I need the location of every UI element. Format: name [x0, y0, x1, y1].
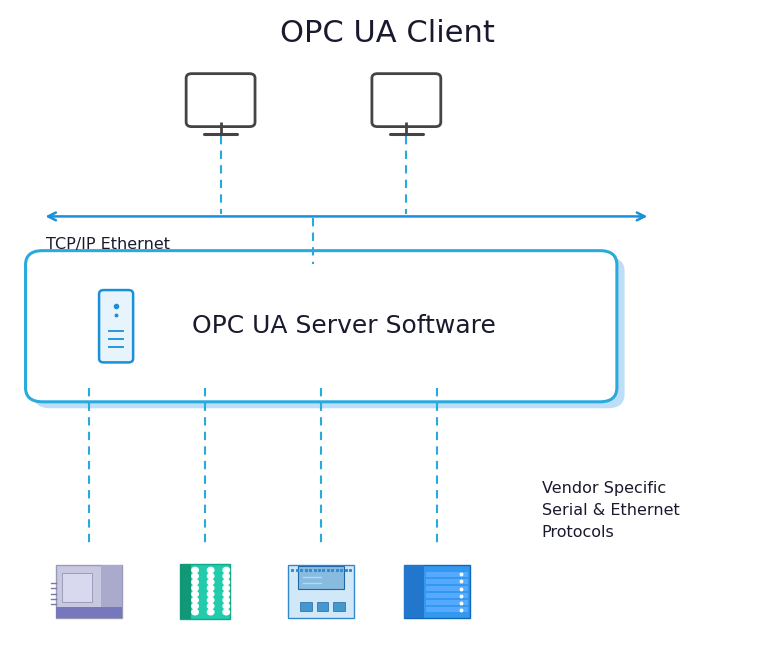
Text: Vendor Specific
Serial & Ethernet
Protocols: Vendor Specific Serial & Ethernet Protoc… — [542, 481, 680, 540]
Circle shape — [192, 609, 198, 615]
FancyBboxPatch shape — [26, 251, 617, 402]
Bar — [300, 601, 312, 611]
FancyBboxPatch shape — [404, 565, 424, 618]
Circle shape — [223, 567, 230, 573]
FancyBboxPatch shape — [298, 567, 344, 589]
FancyBboxPatch shape — [63, 573, 92, 603]
FancyBboxPatch shape — [372, 74, 441, 127]
Bar — [426, 579, 467, 584]
Circle shape — [192, 567, 198, 573]
Circle shape — [192, 591, 198, 597]
FancyBboxPatch shape — [186, 74, 255, 127]
Bar — [426, 593, 467, 598]
Circle shape — [207, 579, 214, 585]
Bar — [426, 600, 467, 605]
Circle shape — [207, 603, 214, 609]
Circle shape — [192, 598, 198, 603]
Text: OPC UA Client: OPC UA Client — [279, 19, 495, 48]
FancyBboxPatch shape — [33, 257, 625, 408]
FancyBboxPatch shape — [404, 565, 470, 618]
Text: TCP/IP Ethernet: TCP/IP Ethernet — [46, 237, 170, 252]
Circle shape — [207, 609, 214, 615]
Circle shape — [207, 598, 214, 603]
Circle shape — [223, 598, 230, 603]
Circle shape — [192, 574, 198, 579]
FancyBboxPatch shape — [99, 290, 133, 362]
FancyBboxPatch shape — [180, 563, 191, 619]
Bar — [426, 572, 467, 577]
Bar — [426, 607, 467, 612]
Bar — [333, 601, 345, 611]
Circle shape — [207, 591, 214, 597]
Bar — [426, 586, 467, 591]
Text: OPC UA Server Software: OPC UA Server Software — [193, 314, 496, 339]
FancyBboxPatch shape — [288, 565, 354, 618]
Circle shape — [223, 585, 230, 591]
FancyBboxPatch shape — [180, 563, 231, 619]
Circle shape — [223, 591, 230, 597]
Bar — [317, 601, 328, 611]
FancyBboxPatch shape — [101, 565, 122, 618]
Circle shape — [223, 609, 230, 615]
FancyBboxPatch shape — [57, 565, 122, 618]
Circle shape — [207, 567, 214, 573]
Circle shape — [192, 579, 198, 585]
Circle shape — [223, 603, 230, 609]
Circle shape — [192, 603, 198, 609]
Circle shape — [192, 585, 198, 591]
Circle shape — [207, 585, 214, 591]
Circle shape — [223, 574, 230, 579]
Circle shape — [207, 574, 214, 579]
Circle shape — [223, 579, 230, 585]
FancyBboxPatch shape — [57, 607, 122, 618]
